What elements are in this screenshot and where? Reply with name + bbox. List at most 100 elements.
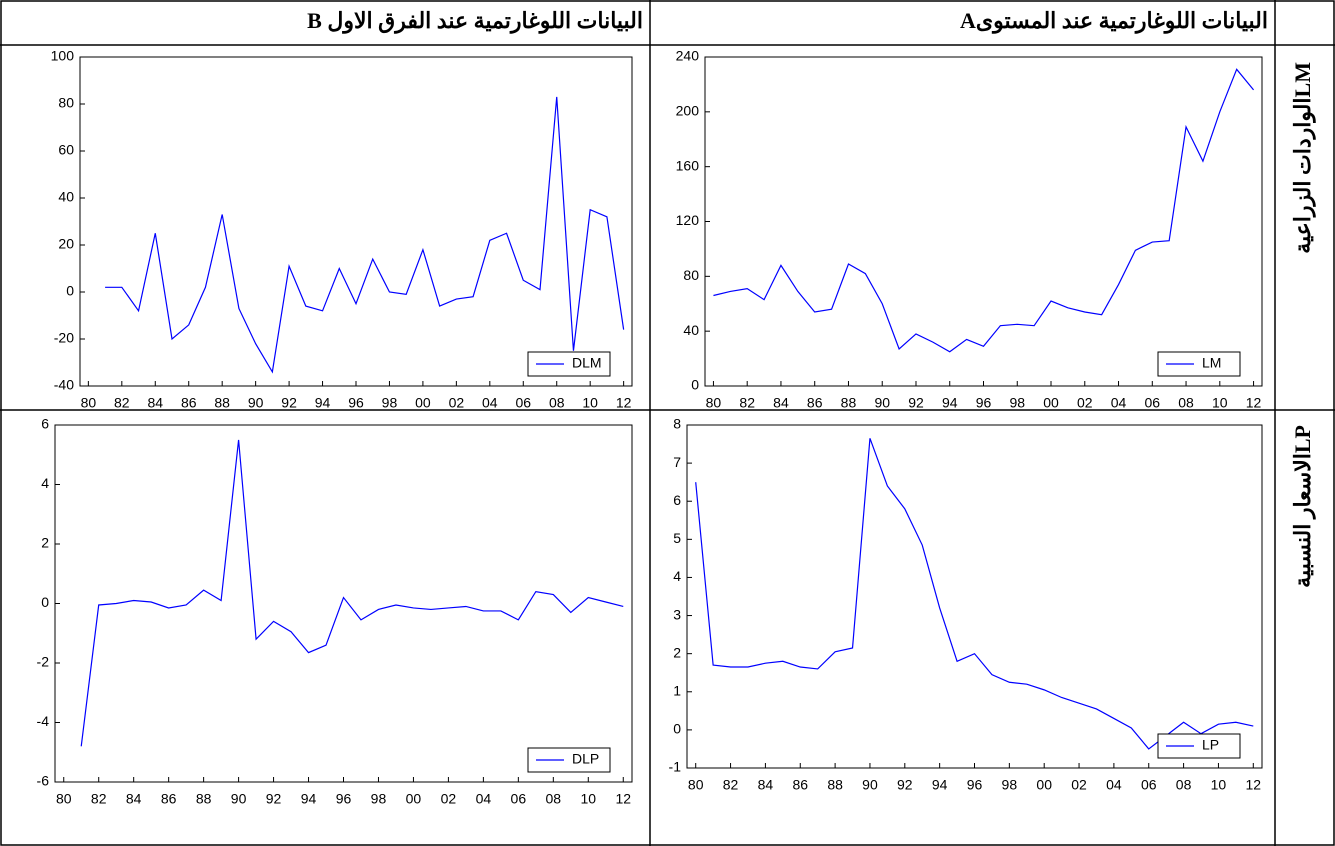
- x-tick-label: 06: [1144, 395, 1160, 411]
- x-tick-label: 02: [1071, 777, 1087, 793]
- y-tick-label: 2: [673, 644, 681, 660]
- y-tick-label: -40: [54, 377, 74, 393]
- y-tick-label: 20: [58, 236, 74, 252]
- x-tick-label: 82: [723, 777, 739, 793]
- x-tick-label: 84: [773, 395, 789, 411]
- x-tick-label: 86: [807, 395, 823, 411]
- y-tick-label: 1: [673, 682, 681, 698]
- x-tick-label: 12: [1245, 777, 1261, 793]
- x-tick-label: 00: [1036, 777, 1052, 793]
- data-line: [80, 439, 624, 747]
- x-tick-label: 02: [441, 791, 457, 807]
- x-tick-label: 92: [897, 777, 913, 793]
- y-tick-label: 3: [673, 606, 681, 622]
- y-tick-label: 7: [673, 454, 681, 470]
- y-tick-label: 240: [676, 48, 700, 64]
- x-tick-label: 10: [582, 395, 598, 411]
- x-tick-label: 92: [266, 791, 282, 807]
- x-tick-label: 04: [476, 791, 492, 807]
- x-tick-label: 08: [1178, 395, 1194, 411]
- x-tick-label: 84: [147, 395, 163, 411]
- x-tick-label: 98: [371, 791, 387, 807]
- x-tick-label: 88: [827, 777, 843, 793]
- x-tick-label: 10: [1211, 777, 1227, 793]
- y-tick-label: 0: [41, 594, 49, 610]
- x-tick-label: 04: [1111, 395, 1127, 411]
- y-tick-label: 80: [683, 267, 699, 283]
- header-level: البيانات اللوغارتمية عند المستوىA: [960, 8, 1268, 34]
- x-tick-label: 00: [415, 395, 431, 411]
- plot-frame: [79, 56, 633, 387]
- legend-label: LP: [1202, 737, 1219, 753]
- legend-label: DLM: [572, 355, 602, 371]
- y-tick-label: 6: [673, 492, 681, 508]
- x-tick-label: 80: [706, 395, 722, 411]
- x-tick-label: 96: [348, 395, 364, 411]
- data-line: [695, 438, 1254, 750]
- x-tick-label: 86: [792, 777, 808, 793]
- y-tick-label: 0: [673, 721, 681, 737]
- x-tick-label: 94: [301, 791, 317, 807]
- x-tick-label: 12: [615, 791, 631, 807]
- x-tick-label: 84: [126, 791, 142, 807]
- x-tick-label: 12: [1246, 395, 1262, 411]
- plot-frame: [54, 424, 633, 783]
- x-tick-label: 96: [336, 791, 352, 807]
- x-tick-label: 98: [382, 395, 398, 411]
- y-tick-label: 5: [673, 530, 681, 546]
- x-tick-label: 90: [248, 395, 264, 411]
- y-tick-label: 40: [58, 189, 74, 205]
- y-tick-label: 4: [41, 475, 49, 491]
- x-tick-label: 06: [515, 395, 531, 411]
- y-tick-label: 200: [676, 103, 700, 119]
- y-tick-label: 0: [66, 283, 74, 299]
- y-tick-label: 100: [51, 48, 75, 64]
- data-line: [105, 96, 625, 374]
- x-tick-label: 02: [449, 395, 465, 411]
- plot-frame: [704, 56, 1263, 387]
- y-tick-label: 40: [683, 322, 699, 338]
- x-tick-label: 96: [967, 777, 983, 793]
- y-tick-label: -6: [37, 773, 50, 789]
- y-tick-label: 160: [676, 157, 700, 173]
- x-tick-label: 92: [281, 395, 297, 411]
- header-difference: البيانات اللوغارتمية عند الفرق الاول B: [307, 8, 643, 34]
- x-tick-label: 00: [406, 791, 422, 807]
- data-line: [713, 68, 1255, 353]
- x-tick-label: 00: [1043, 395, 1059, 411]
- x-tick-label: 04: [1106, 777, 1122, 793]
- x-tick-label: 82: [114, 395, 130, 411]
- y-tick-label: 2: [41, 535, 49, 551]
- legend-label: DLP: [572, 751, 599, 767]
- x-tick-label: 94: [942, 395, 958, 411]
- x-tick-label: 10: [580, 791, 596, 807]
- plot-frame: [686, 424, 1263, 769]
- x-tick-label: 88: [196, 791, 212, 807]
- x-tick-label: 92: [908, 395, 924, 411]
- x-tick-label: 06: [1141, 777, 1157, 793]
- x-tick-label: 82: [739, 395, 755, 411]
- x-tick-label: 98: [1009, 395, 1025, 411]
- y-tick-label: 8: [673, 416, 681, 432]
- legend-label: LM: [1202, 355, 1221, 371]
- x-tick-label: 80: [81, 395, 97, 411]
- x-tick-label: 94: [315, 395, 331, 411]
- row-label: LPالاسعار النسبية: [1290, 425, 1316, 588]
- y-tick-label: 0: [691, 377, 699, 393]
- x-tick-label: 98: [1002, 777, 1018, 793]
- y-tick-label: -2: [37, 654, 50, 670]
- x-tick-label: 86: [181, 395, 197, 411]
- x-tick-label: 02: [1077, 395, 1093, 411]
- x-tick-label: 88: [214, 395, 230, 411]
- x-tick-label: 12: [616, 395, 632, 411]
- x-tick-label: 06: [511, 791, 527, 807]
- x-tick-label: 08: [549, 395, 565, 411]
- x-tick-label: 86: [161, 791, 177, 807]
- x-tick-label: 80: [56, 791, 72, 807]
- y-tick-label: 60: [58, 142, 74, 158]
- y-tick-label: 80: [58, 95, 74, 111]
- x-tick-label: 04: [482, 395, 498, 411]
- x-tick-label: 84: [758, 777, 774, 793]
- row-label: LMالواردات الزراعية: [1290, 62, 1316, 254]
